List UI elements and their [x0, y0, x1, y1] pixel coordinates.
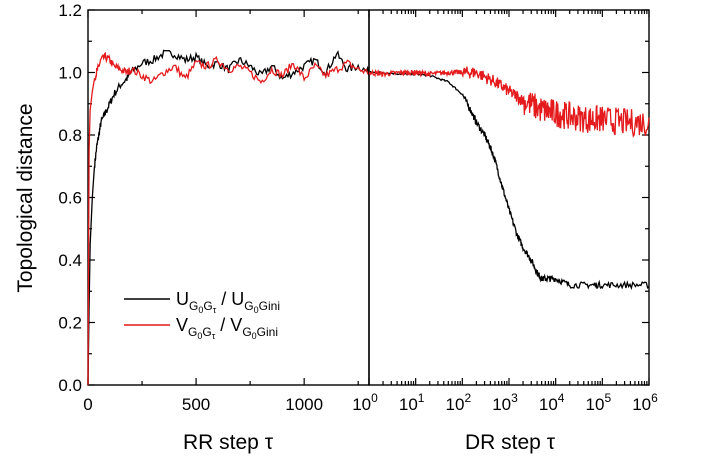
left-series-u-line: [87, 49, 370, 386]
right-x-tick-label: 103: [492, 391, 518, 414]
right-panel: 100 101 102 103 104 105 106: [352, 9, 658, 414]
left-panel: 0.0 0.2 0.4 0.6 0.8 1.0 1.2 0 500 1000: [58, 1, 649, 414]
left-series-v-line: [87, 51, 370, 386]
left-x-tick-label: 0: [83, 395, 92, 414]
right-series-group: [368, 66, 650, 291]
legend-label-u: UG0Gτ / UG0Gini: [176, 289, 280, 315]
legend: UG0Gτ / UG0Gini VG0Gτ / VG0Gini: [124, 289, 280, 341]
legend-label-v: VG0Gτ / VG0Gini: [176, 315, 278, 341]
left-x-axis-title: RR step τ: [183, 431, 274, 454]
y-tick-label: 0.0: [58, 376, 82, 395]
right-x-axis-title: DR step τ: [465, 431, 556, 454]
left-tick-labels: 0.0 0.2 0.4 0.6 0.8 1.0 1.2 0 500 1000: [58, 1, 323, 414]
left-x-tick-label: 500: [182, 395, 210, 414]
left-series-group: [87, 49, 370, 386]
right-plot-frame: [368, 9, 650, 386]
right-x-tick-label: 101: [399, 391, 425, 414]
left-x-tick-label: 1000: [285, 395, 323, 414]
left-x-axis-title-symbol: τ: [265, 431, 274, 454]
y-tick-label: 0.6: [58, 189, 82, 208]
right-x-tick-label: 100: [352, 391, 378, 414]
y-axis-title: Topological distance: [14, 103, 37, 292]
y-tick-label: 1.0: [58, 64, 82, 83]
right-x-axis-title-symbol: τ: [547, 431, 556, 454]
y-tick-label: 0.2: [58, 314, 82, 333]
right-series-u-line: [368, 70, 650, 291]
y-tick-label: 0.8: [58, 126, 82, 145]
right-x-tick-label: 102: [446, 391, 472, 414]
right-ticks: [368, 10, 650, 385]
right-tick-labels: 100 101 102 103 104 105 106: [352, 391, 658, 414]
right-x-axis-title-text: DR step: [465, 431, 541, 454]
right-x-tick-label: 104: [539, 391, 565, 414]
right-x-tick-label: 106: [632, 391, 658, 414]
y-tick-label: 0.4: [58, 251, 82, 270]
right-x-tick-label: 105: [586, 391, 612, 414]
right-series-v-line: [368, 66, 650, 138]
y-tick-label: 1.2: [58, 1, 82, 20]
left-x-axis-title-text: RR step: [183, 431, 259, 454]
